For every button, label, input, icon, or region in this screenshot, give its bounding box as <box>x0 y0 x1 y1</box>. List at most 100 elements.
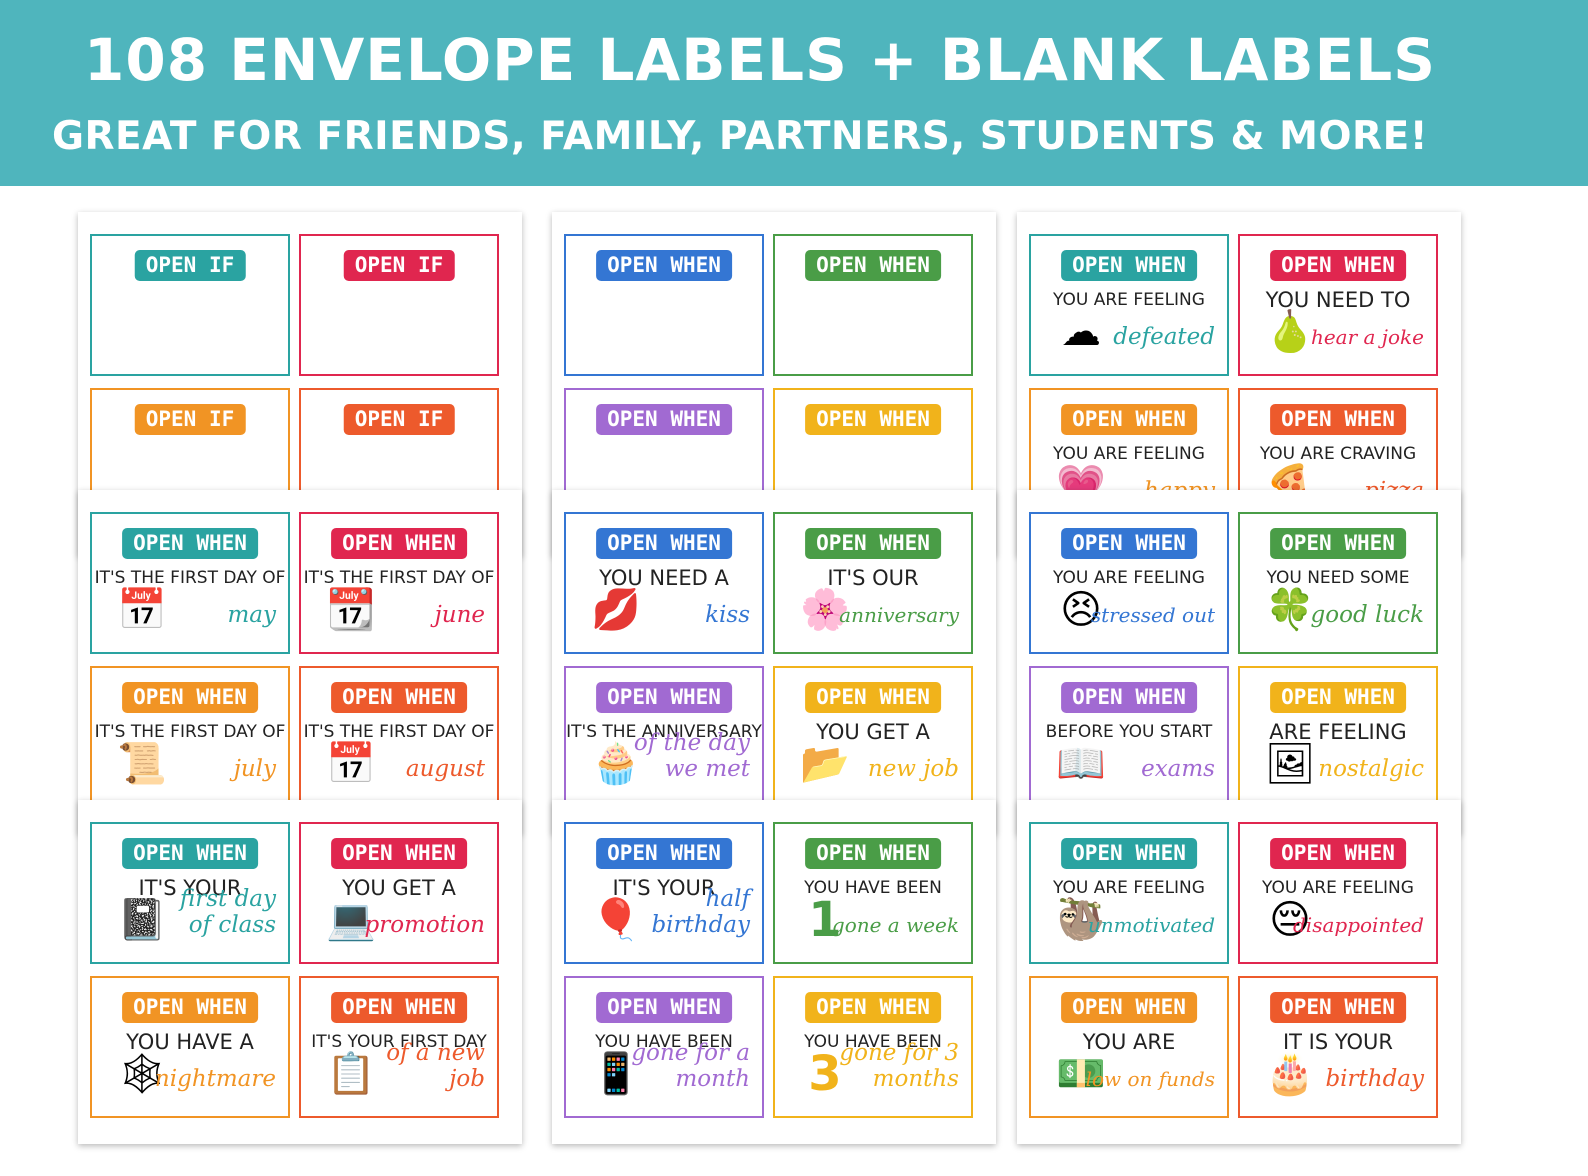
label-line-text: YOU ARE FEELING <box>1053 878 1205 898</box>
label-tag: OPEN WHEN <box>596 250 732 281</box>
label-script-text: stressed out <box>1090 603 1215 627</box>
envelope-label-card: OPEN WHEN ARE FEELING 🖼 nostalgic <box>1238 666 1438 808</box>
label-script-text: of the day we met <box>633 730 750 782</box>
label-line-text: IT'S THE FIRST DAY OF <box>303 722 495 742</box>
illustration-icon: 🍐 <box>1265 309 1315 355</box>
illustration-icon: 📅 <box>117 587 167 633</box>
illustration-icon: 📓 <box>117 897 167 943</box>
label-script-text: august <box>405 756 485 782</box>
label-line-text: BEFORE YOU START <box>1045 722 1213 742</box>
label-line-text: YOU GET A <box>342 876 456 900</box>
illustration-icon: 📋 <box>326 1051 376 1097</box>
label-script-text: gone for 3 months <box>839 1040 959 1092</box>
illustration-icon: 🎈 <box>591 897 641 943</box>
label-line-text: YOU HAVE BEEN <box>804 1032 942 1052</box>
label-tag: OPEN WHEN <box>805 404 941 435</box>
label-script-text: new job <box>867 756 959 782</box>
label-sheet: OPEN WHEN IT'S YOUR 🎈 half birthday OPEN WHE… <box>552 800 996 1144</box>
envelope-label-card: OPEN WHEN YOU HAVE BEEN 3 gone for 3 months <box>773 976 973 1118</box>
label-line-text: YOU NEED A <box>599 566 729 590</box>
envelope-label-card: OPEN WHEN <box>564 234 764 376</box>
label-tag: OPEN IF <box>134 404 246 435</box>
label-line-text: YOU NEED SOME <box>1266 568 1410 588</box>
label-line-text: ARE FEELING <box>1269 720 1407 744</box>
envelope-label-card: OPEN WHEN IT'S THE FIRST DAY OF 📆 june <box>299 512 499 654</box>
illustration-icon: 🎂 <box>1265 1051 1315 1097</box>
label-line-text: IT'S YOUR <box>138 876 242 900</box>
label-tag: OPEN WHEN <box>596 682 732 713</box>
illustration-icon: 📱 <box>591 1051 641 1097</box>
illustration-icon: 📜 <box>117 741 167 787</box>
label-script-text: july <box>233 756 276 782</box>
illustration-icon: 😔 <box>1269 897 1311 943</box>
label-script-text: promotion <box>364 912 485 938</box>
label-sheet: OPEN WHEN IT'S THE FIRST DAY OF 📅 may OPEN W… <box>78 490 522 834</box>
label-script-text: birthday <box>1325 1066 1424 1092</box>
illustration-icon: 🍀 <box>1265 587 1315 633</box>
label-line-text: IT'S YOUR FIRST DAY <box>311 1032 487 1052</box>
envelope-label-card: OPEN WHEN IT'S YOUR FIRST DAY 📋 of a new jo… <box>299 976 499 1118</box>
label-script-text: of a new job <box>386 1040 485 1092</box>
label-tag: OPEN WHEN <box>331 682 467 713</box>
page-title: 108 ENVELOPE LABELS + BLANK LABELS <box>84 26 1436 94</box>
label-tag: OPEN WHEN <box>805 250 941 281</box>
label-script-text: low on funds <box>1085 1067 1215 1091</box>
label-sheet: OPEN WHEN YOU ARE FEELING 🦥 unmotivated OPEN… <box>1017 800 1461 1144</box>
envelope-label-card: OPEN WHEN YOU NEED TO 🍐 hear a joke <box>1238 234 1438 376</box>
label-tag: OPEN WHEN <box>596 404 732 435</box>
label-line-text: YOU ARE FEELING <box>1262 878 1414 898</box>
label-line-text: YOU ARE <box>1082 1030 1176 1054</box>
label-line-text: IT'S THE FIRST DAY OF <box>94 722 286 742</box>
illustration-icon: 😣 <box>1060 587 1102 633</box>
label-line-text: YOU GET A <box>816 720 930 744</box>
label-tag: OPEN WHEN <box>1061 250 1197 281</box>
illustration-icon: 🌸 <box>800 587 850 633</box>
envelope-label-card: OPEN WHEN IT IS YOUR 🎂 birthday <box>1238 976 1438 1118</box>
envelope-label-card: OPEN WHEN YOU ARE FEELING ☁ defeated <box>1029 234 1229 376</box>
envelope-label-card: OPEN WHEN IT'S THE ANNIVERSARY 🧁 of the day… <box>564 666 764 808</box>
label-tag: OPEN WHEN <box>1270 838 1406 869</box>
label-line-text: IT'S YOUR <box>612 876 716 900</box>
illustration-icon: 🧁 <box>591 741 641 787</box>
label-tag: OPEN WHEN <box>1270 250 1406 281</box>
envelope-label-card: OPEN WHEN YOU GET A 📂 new job <box>773 666 973 808</box>
label-script-text: gone for a month <box>631 1040 750 1092</box>
label-script-text: hear a joke <box>1310 325 1424 349</box>
illustration-icon: 📂 <box>800 741 850 787</box>
label-tag: OPEN WHEN <box>1061 528 1197 559</box>
label-tag: OPEN WHEN <box>1270 404 1406 435</box>
envelope-label-card: OPEN WHEN YOU NEED SOME 🍀 good luck <box>1238 512 1438 654</box>
envelope-label-card: OPEN WHEN YOU NEED A 💋 kiss <box>564 512 764 654</box>
label-line-text: YOU HAVE A <box>126 1030 254 1054</box>
label-line-text: YOU HAVE BEEN <box>595 1032 733 1052</box>
label-line-text: YOU ARE CRAVING <box>1259 444 1417 464</box>
label-tag: OPEN WHEN <box>331 992 467 1023</box>
envelope-label-card: OPEN WHEN YOU HAVE BEEN 1 gone a week <box>773 822 973 964</box>
label-tag: OPEN WHEN <box>331 528 467 559</box>
label-script-text: may <box>227 602 276 628</box>
label-tag: OPEN WHEN <box>596 992 732 1023</box>
label-line-text: YOU NEED TO <box>1265 288 1411 312</box>
label-script-text: good luck <box>1310 602 1424 628</box>
label-tag: OPEN WHEN <box>1061 992 1197 1023</box>
label-tag: OPEN IF <box>343 250 455 281</box>
label-tag: OPEN WHEN <box>1270 528 1406 559</box>
label-tag: OPEN WHEN <box>1061 682 1197 713</box>
label-tag: OPEN IF <box>343 404 455 435</box>
page-subtitle: GREAT FOR FRIENDS, FAMILY, PARTNERS, STU… <box>52 114 1429 159</box>
envelope-label-card: OPEN WHEN IT'S THE FIRST DAY OF 📅 may <box>90 512 290 654</box>
label-tag: OPEN IF <box>134 250 246 281</box>
envelope-label-card: OPEN WHEN IT'S THE FIRST DAY OF 📜 july <box>90 666 290 808</box>
label-line-text: IT'S THE ANNIVERSARY <box>566 722 762 742</box>
envelope-label-card: OPEN WHEN YOU ARE FEELING 😔 disappointed <box>1238 822 1438 964</box>
label-script-text: nightmare <box>154 1066 276 1092</box>
label-script-text: nostalgic <box>1318 756 1424 782</box>
label-script-text: anniversary <box>839 603 959 627</box>
label-script-text: exams <box>1141 756 1215 782</box>
illustration-icon: 💵 <box>1056 1051 1106 1097</box>
label-line-text: YOU ARE FEELING <box>1053 290 1205 310</box>
label-line-text: IT'S THE FIRST DAY OF <box>303 568 495 588</box>
label-tag: OPEN WHEN <box>1270 682 1406 713</box>
label-sheet: OPEN WHEN IT'S YOUR 📓 first day of class OPE… <box>78 800 522 1144</box>
